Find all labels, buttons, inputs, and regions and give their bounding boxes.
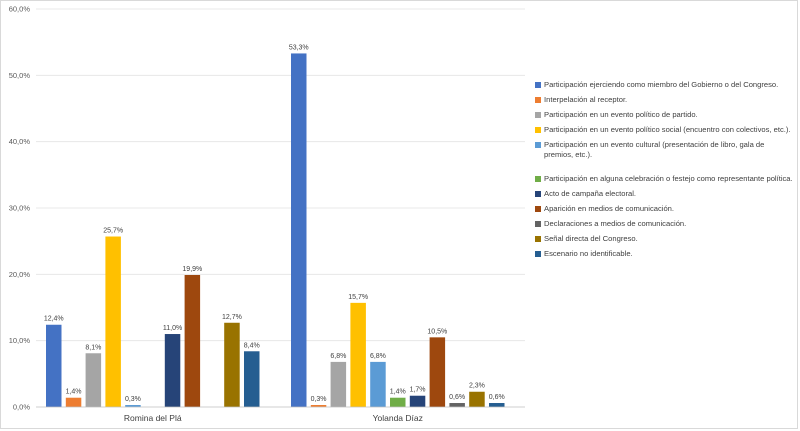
bar [489, 403, 505, 407]
legend-swatch [535, 97, 541, 103]
x-category-label: Romina del Plá [124, 413, 182, 423]
data-label: 6,8% [370, 353, 386, 360]
bar [224, 322, 240, 407]
data-label: 1,7% [410, 387, 426, 394]
data-label: 25,7% [103, 228, 123, 235]
y-tick-label: 20,0% [9, 270, 31, 279]
data-label: 0,6% [489, 394, 505, 401]
legend-label: Participación en un evento político soci… [544, 125, 791, 134]
y-tick-label: 50,0% [9, 71, 31, 80]
y-axis: 0,0% 10,0% 20,0% 30,0% 40,0% 50,0% 60,0% [9, 5, 31, 412]
legend-item: Aparición en medios de comunicación. [535, 204, 793, 214]
y-tick-label: 60,0% [9, 5, 31, 14]
legend-swatch [535, 205, 541, 212]
data-label: 12,4% [44, 316, 64, 323]
legend-swatch [535, 112, 541, 118]
legend-label: Acto de campaña electoral. [544, 188, 637, 198]
bar [244, 351, 260, 407]
bar [330, 361, 347, 407]
legend-item: Participación en un evento cultural (pre… [535, 140, 793, 160]
legend-swatch [535, 220, 541, 227]
bar [46, 324, 62, 407]
data-label: 19,9% [182, 266, 202, 273]
data-label: 1,4% [66, 389, 82, 396]
y-tick-label: 40,0% [9, 137, 31, 146]
legend-label: Participación en un evento cultural (pre… [544, 140, 765, 159]
legend-item: Escenario no identificable. [535, 249, 793, 259]
legend-item: Participación en un evento político soci… [535, 125, 793, 135]
bar [310, 405, 327, 407]
data-label: 15,7% [348, 294, 368, 301]
legend-item: Participación ejerciendo como miembro de… [535, 80, 793, 90]
legend-label: Aparición en medios de comunicación. [544, 203, 675, 213]
bar [164, 334, 181, 407]
legend-swatch [535, 127, 541, 133]
data-label: 10,5% [427, 328, 447, 335]
bar [409, 395, 426, 407]
bar [350, 302, 366, 407]
x-category-label: Yolanda Díaz [373, 413, 423, 423]
data-label: 8,1% [85, 344, 101, 351]
legend-label: Declaraciones a medios de comunicación. [544, 218, 687, 228]
data-label: 11,0% [163, 325, 182, 332]
bar [469, 391, 485, 407]
bar [105, 236, 121, 407]
legend: Participación ejerciendo como miembro de… [535, 80, 793, 259]
bar [370, 361, 386, 407]
legend-swatch [535, 250, 541, 257]
bar [65, 397, 82, 407]
legend-label: Participación en alguna celebración o fe… [544, 173, 793, 183]
data-label: 2,3% [469, 383, 485, 390]
bar [291, 53, 307, 408]
bar [390, 397, 406, 407]
data-label: 0,6% [449, 394, 465, 401]
legend-swatch [535, 142, 541, 148]
data-label: 1,4% [390, 389, 406, 396]
y-tick-label: 30,0% [9, 204, 31, 213]
y-tick-label: 0,0% [13, 403, 30, 412]
legend-item: Interpelación al receptor. [535, 95, 793, 105]
data-label: 12,7% [222, 314, 242, 321]
y-tick-label: 10,0% [9, 336, 31, 345]
bar [429, 337, 446, 407]
legend-label: Señal directa del Congreso. [544, 233, 638, 243]
legend-item: Participación en un evento político de p… [535, 110, 793, 120]
data-label: 53,3% [289, 44, 309, 51]
legend-item: Declaraciones a medios de comunicación. [535, 219, 793, 229]
data-labels: 12,4% 1,4% 8,1% 25,7% 0,3% 11,0% 19,9% 12,7% 8,4… [44, 44, 505, 403]
bar [85, 353, 102, 407]
legend-item: Señal directa del Congreso. [535, 234, 793, 244]
data-label: 0,3% [311, 396, 327, 403]
legend-label: Participación en un evento político de p… [544, 110, 698, 119]
legend-swatch [535, 175, 541, 182]
bars [46, 53, 505, 408]
x-axis: Romina del Plá Yolanda Díaz [36, 406, 525, 423]
legend-item: Participación en alguna celebración o fe… [535, 174, 793, 184]
data-label: 0,3% [125, 396, 141, 403]
data-label: 8,4% [244, 342, 260, 349]
data-label: 6,8% [330, 353, 346, 360]
bar [125, 405, 141, 407]
legend-swatch [535, 235, 541, 242]
legend-swatch [535, 190, 541, 197]
legend-swatch [535, 82, 541, 88]
bar [184, 274, 201, 407]
legend-label: Participación ejerciendo como miembro de… [544, 80, 779, 89]
legend-label: Interpelación al receptor. [544, 95, 628, 104]
legend-label: Escenario no identificable. [544, 248, 633, 258]
bar [449, 403, 465, 407]
legend-item: Acto de campaña electoral. [535, 189, 793, 199]
